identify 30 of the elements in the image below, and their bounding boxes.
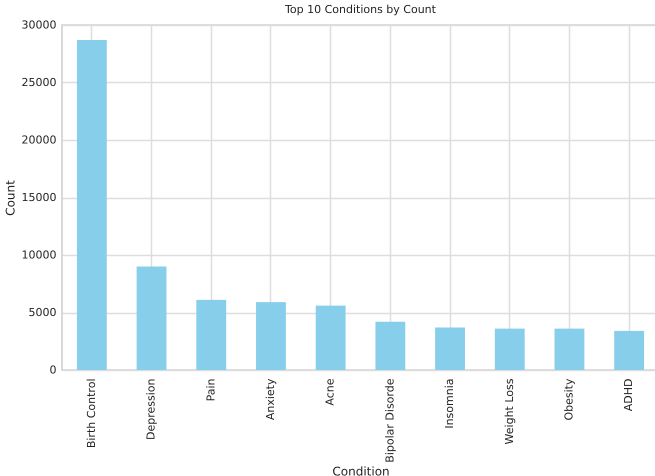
bar (316, 306, 346, 370)
y-tick-label: 10000 (22, 248, 56, 262)
x-axis-title: Condition (332, 464, 390, 476)
x-tick-label: Anxiety (264, 378, 277, 420)
bar (435, 327, 465, 370)
bar (136, 266, 166, 370)
y-tick-label: 0 (50, 364, 56, 376)
bar (614, 330, 644, 370)
x-tick-label: Birth Control (84, 378, 98, 448)
y-axis-title: Count (4, 180, 18, 216)
x-tick-label: Insomnia (443, 378, 456, 429)
bar (76, 40, 107, 370)
y-tick-label: 20000 (22, 134, 56, 146)
bar (375, 322, 406, 370)
bar (494, 328, 525, 370)
x-tick-label: Acne (324, 378, 337, 406)
bar (554, 328, 584, 370)
x-tick-label: ADHD (622, 378, 636, 412)
chart-title: Top 10 Conditions by Count (284, 3, 437, 16)
y-tick-label: 15000 (22, 191, 56, 204)
y-tick-label: 5000 (28, 306, 56, 319)
y-tick-label: 30000 (22, 18, 56, 32)
x-tick-label: Obesity (562, 378, 576, 421)
y-tick-label: 25000 (22, 76, 56, 89)
x-tick-label: Depression (144, 378, 158, 440)
bar (256, 302, 286, 370)
x-tick-label: Pain (204, 378, 218, 402)
bar (196, 300, 226, 370)
x-tick-label: Weight Loss (502, 378, 516, 444)
x-tick-label: Bipolar Disorde (383, 378, 396, 463)
